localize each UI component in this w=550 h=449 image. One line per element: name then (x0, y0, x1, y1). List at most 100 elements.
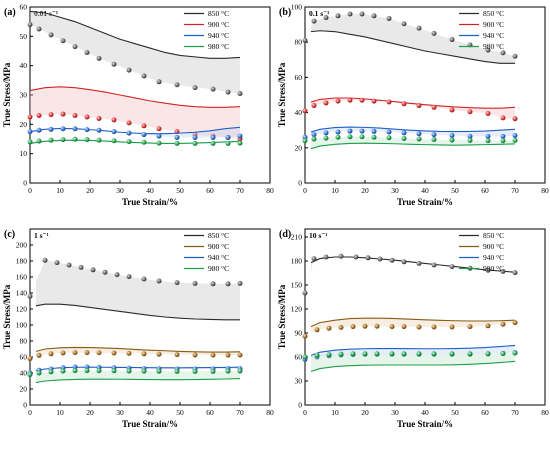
data-point (302, 37, 308, 43)
data-point (27, 22, 33, 28)
x-axis-label: True Strain/% (122, 419, 178, 429)
data-point (174, 82, 180, 88)
data-point (96, 127, 102, 133)
data-point (156, 79, 162, 85)
x-tick-label: 30 (391, 408, 399, 417)
data-point (512, 137, 518, 143)
x-tick-label: 60 (481, 186, 489, 195)
y-tick-label: 0 (23, 179, 27, 188)
data-point (338, 253, 344, 259)
data-point (416, 25, 422, 31)
data-point (431, 137, 437, 143)
legend-entry: 940 °C (483, 253, 504, 262)
data-point (156, 133, 162, 139)
y-axis-label: True Stress/MPa (277, 284, 287, 349)
data-point (36, 113, 42, 119)
series-4 (27, 368, 243, 384)
data-point (449, 107, 455, 113)
data-point (371, 98, 377, 104)
data-point (359, 134, 365, 140)
data-point (431, 351, 437, 357)
data-point (237, 352, 243, 358)
data-point (431, 324, 437, 330)
data-point (512, 132, 518, 138)
data-point (111, 129, 117, 135)
data-point (126, 139, 132, 145)
data-point (323, 100, 329, 106)
legend-entry: 850 °C (483, 9, 504, 18)
data-point (111, 61, 117, 67)
data-point (225, 140, 231, 146)
x-axis-label: True Strain/% (397, 419, 453, 429)
data-point (84, 137, 90, 143)
x-tick-label: 80 (266, 408, 274, 417)
x-tick-label: 70 (511, 408, 519, 417)
data-point (237, 133, 243, 139)
data-point (84, 368, 90, 374)
x-tick-label: 50 (176, 408, 184, 417)
data-point (449, 137, 455, 143)
data-point (210, 135, 216, 141)
data-point (96, 368, 102, 374)
data-point (96, 137, 102, 143)
series-4 (302, 350, 518, 372)
series-2 (302, 97, 518, 122)
data-point (371, 128, 377, 134)
data-point (174, 140, 180, 146)
data-point (156, 368, 162, 374)
data-point (111, 368, 117, 374)
data-point (347, 128, 353, 134)
x-tick-label: 0 (28, 408, 32, 417)
data-point (126, 67, 132, 73)
y-tick-label: 160 (16, 273, 28, 282)
data-point (362, 323, 368, 329)
data-point (126, 120, 132, 126)
x-tick-label: 40 (146, 186, 154, 195)
x-tick-label: 40 (146, 408, 154, 417)
data-point (314, 352, 320, 358)
data-point (485, 323, 491, 329)
data-point (60, 126, 66, 132)
y-tick-label: 40 (295, 108, 303, 117)
data-point (210, 281, 216, 287)
x-tick-label: 60 (206, 408, 214, 417)
y-axis-label: True Stress/MPa (2, 284, 12, 349)
data-point (401, 101, 407, 107)
data-point (485, 110, 491, 116)
data-point (338, 324, 344, 330)
data-point (311, 136, 317, 142)
data-point (84, 127, 90, 133)
x-tick-label: 80 (541, 186, 549, 195)
x-tick-label: 60 (206, 186, 214, 195)
legend-entry: 940 °C (208, 253, 229, 262)
data-point (431, 132, 437, 138)
y-tick-label: 80 (20, 337, 28, 346)
data-point (60, 137, 66, 143)
data-point (416, 131, 422, 137)
data-point (27, 129, 33, 135)
y-tick-label: 140 (16, 289, 28, 298)
strain-rate-label: 0.1 s⁻¹ (309, 9, 329, 18)
legend-entry: 850 °C (208, 9, 229, 18)
data-point (27, 114, 33, 120)
data-point (96, 115, 102, 121)
x-tick-label: 50 (176, 186, 184, 195)
y-tick-label: 40 (20, 61, 28, 70)
data-point (84, 364, 90, 370)
predicted-curve (310, 97, 516, 109)
data-point (416, 324, 422, 330)
data-point (386, 135, 392, 141)
data-point (500, 268, 506, 274)
predicted-curve (310, 317, 516, 328)
data-point (512, 320, 518, 326)
y-tick-label: 60 (20, 3, 28, 12)
data-point (126, 130, 132, 136)
data-point (311, 132, 317, 138)
error-band (311, 127, 515, 137)
panel-label: (c) (4, 229, 15, 240)
data-point (174, 352, 180, 358)
predicted-curve (35, 378, 241, 384)
data-point (449, 37, 455, 43)
data-point (126, 350, 132, 356)
data-point (302, 108, 308, 114)
